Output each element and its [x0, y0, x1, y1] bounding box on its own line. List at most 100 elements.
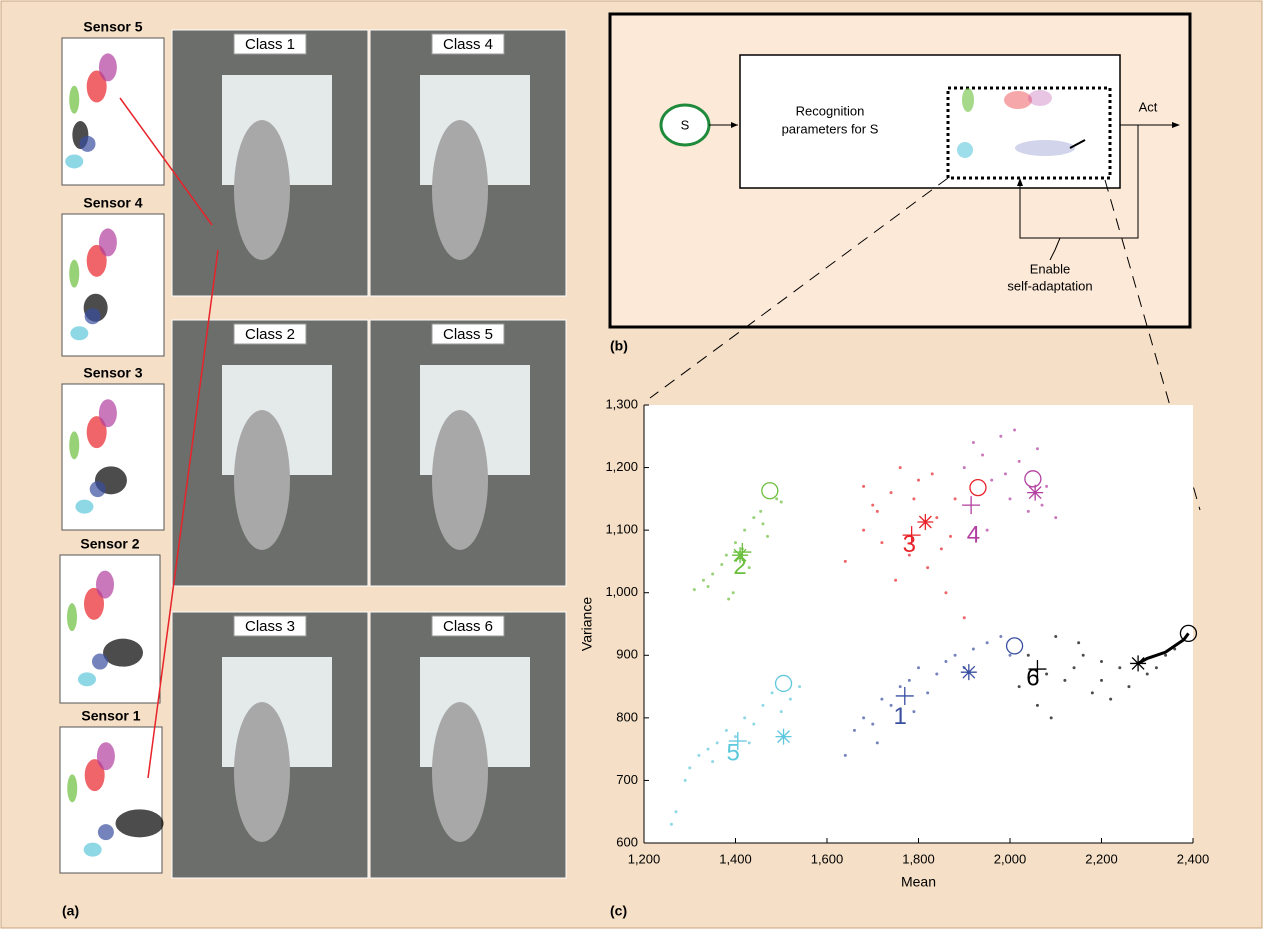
- point: [999, 435, 1002, 438]
- sensor-title: Sensor 5: [83, 19, 142, 35]
- point: [1036, 704, 1039, 707]
- point: [1054, 635, 1057, 638]
- point: [954, 654, 957, 657]
- point: [926, 566, 929, 569]
- sensor-cluster: [69, 431, 79, 459]
- point: [766, 535, 769, 538]
- sensor-cluster: [84, 843, 102, 857]
- point: [734, 735, 737, 738]
- y-tick-label: 1,300: [605, 396, 638, 411]
- point: [986, 529, 989, 532]
- sensor-cluster: [69, 86, 79, 114]
- sensor-cluster: [70, 326, 88, 340]
- point: [1018, 685, 1021, 688]
- point: [981, 454, 984, 457]
- marker-star: [776, 729, 792, 745]
- point: [899, 685, 902, 688]
- y-tick-label: 800: [616, 709, 638, 724]
- x-tick-label: 1,800: [902, 851, 935, 866]
- marker-star: [961, 664, 977, 680]
- point: [707, 748, 710, 751]
- x-tick-label: 1,600: [811, 851, 844, 866]
- feedback-label: self-adaptation: [1007, 278, 1092, 293]
- sensor-cluster: [103, 639, 143, 667]
- sensor-title: Sensor 1: [81, 708, 140, 724]
- sensor-cluster: [80, 136, 96, 152]
- sensor-cluster: [99, 53, 117, 81]
- sensor-cluster: [69, 260, 79, 288]
- person: [432, 702, 488, 842]
- sensor-cluster: [116, 809, 164, 837]
- point: [1127, 685, 1130, 688]
- sensor-title: Sensor 4: [83, 195, 142, 211]
- sensor-cluster: [90, 481, 106, 497]
- cluster-label: 5: [727, 739, 740, 766]
- point: [725, 729, 728, 732]
- point: [876, 510, 879, 513]
- sensor-cluster: [97, 742, 115, 770]
- cluster-label: 6: [1026, 664, 1039, 691]
- point: [1013, 429, 1016, 432]
- point: [789, 698, 792, 701]
- point: [944, 660, 947, 663]
- point: [720, 563, 723, 566]
- point: [917, 479, 920, 482]
- person: [432, 410, 488, 550]
- point: [732, 591, 735, 594]
- point: [1045, 673, 1048, 676]
- cluster-label: 1: [894, 703, 907, 730]
- cluster-label: 3: [903, 531, 916, 558]
- point: [1155, 666, 1158, 669]
- point: [862, 529, 865, 532]
- point: [1118, 666, 1121, 669]
- panel-label: (a): [62, 903, 79, 919]
- sensor-cluster: [96, 571, 114, 599]
- person: [234, 120, 290, 260]
- point: [862, 716, 865, 719]
- point: [697, 754, 700, 757]
- point: [844, 754, 847, 757]
- marker-star: [1027, 485, 1043, 501]
- sensor-cluster: [75, 500, 93, 514]
- point: [894, 579, 897, 582]
- point: [935, 673, 938, 676]
- point: [1027, 510, 1030, 513]
- point: [771, 691, 774, 694]
- point: [944, 591, 947, 594]
- y-tick-label: 1,100: [605, 522, 638, 537]
- point: [926, 691, 929, 694]
- point: [880, 541, 883, 544]
- point: [1077, 641, 1080, 644]
- point: [1027, 654, 1030, 657]
- point: [716, 741, 719, 744]
- point: [1073, 666, 1076, 669]
- block-label: Recognition: [796, 103, 865, 118]
- point: [949, 535, 952, 538]
- point: [1009, 497, 1012, 500]
- point: [1091, 691, 1094, 694]
- point: [761, 522, 764, 525]
- figure: (a) (b) (c) S Recognition parameters for…: [0, 0, 1263, 929]
- point: [908, 679, 911, 682]
- point: [935, 516, 938, 519]
- y-tick-label: 600: [616, 834, 638, 849]
- point: [711, 760, 714, 763]
- point: [1063, 679, 1066, 682]
- point: [727, 597, 730, 600]
- marker-star: [917, 514, 933, 530]
- output-label: Act: [1139, 99, 1158, 114]
- class-label: Class 6: [443, 618, 493, 635]
- point: [999, 635, 1002, 638]
- y-axis-label: Variance: [579, 597, 595, 651]
- feedback-label: Enable: [1030, 261, 1070, 276]
- source-label: S: [681, 117, 690, 132]
- point: [707, 585, 710, 588]
- point: [1036, 447, 1039, 450]
- class-label: Class 2: [245, 326, 295, 343]
- point: [1100, 660, 1103, 663]
- x-tick-label: 2,200: [1085, 851, 1118, 866]
- sensor-cluster: [92, 654, 108, 670]
- sensor-cluster: [85, 308, 101, 324]
- point: [1041, 504, 1044, 507]
